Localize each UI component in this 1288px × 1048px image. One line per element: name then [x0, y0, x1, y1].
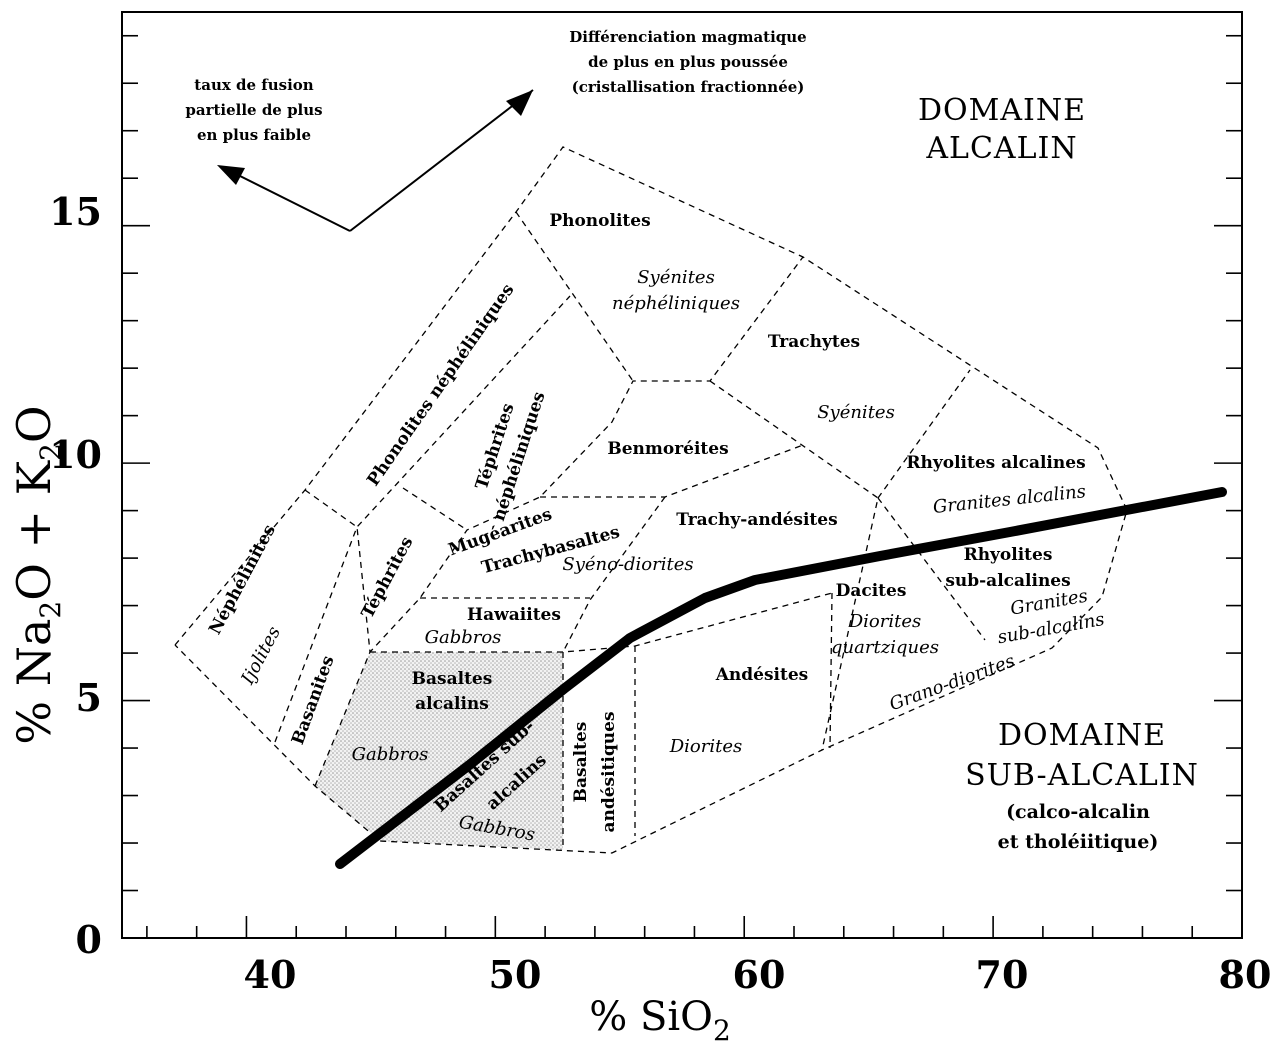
boundary-nephelinites [304, 489, 371, 653]
label-phonolites: Phonolites [549, 211, 650, 231]
y-tick-label: 15 [49, 189, 102, 234]
label-diorites: Diorites [669, 736, 743, 757]
domain-subalkaline-line1: DOMAINE [998, 718, 1166, 753]
x-tick-label: 60 [733, 952, 786, 997]
y-tick-label: 5 [76, 675, 102, 720]
label-tephrites: Téphrites [358, 533, 418, 621]
domain-subalkaline-line3: (calco-alcalin [1006, 801, 1150, 823]
alkaline-subalkaline-divider [335, 487, 1227, 869]
boundary-trachyandesites [562, 496, 666, 653]
label-gabbros-alkaline: Gabbros [352, 744, 429, 765]
label-grano-diorites: Grano-diorites [887, 650, 1018, 715]
label-andesites: Andésites [715, 665, 809, 685]
boundary-tephrites-mid [402, 487, 468, 531]
label-syeno-diorites: Syéno-diorites [562, 554, 693, 575]
label-benmoreites: Benmoréites [607, 439, 728, 459]
y-axis-title: % Na2O + K2O [7, 405, 67, 744]
label-ijolites: Ijolites [237, 623, 285, 689]
label-trachytes: Trachytes [768, 332, 860, 352]
plot-frame [121, 11, 1243, 939]
fusion-arrowhead [217, 165, 245, 185]
label-syenites-nephel-2: néphéliniques [612, 293, 740, 314]
y-tick-label: 0 [76, 917, 102, 962]
label-gabbros-hawaiites: Gabbros [425, 627, 502, 648]
domain-alkaline-line2: ALCALIN [925, 131, 1077, 166]
label-basaltes-alcalins-1: Basaltes [412, 669, 493, 689]
x-tick-label: 70 [976, 952, 1029, 997]
differentiation-note-2: de plus en plus poussée [588, 53, 788, 71]
label-trachy-andesites: Trachy-andésites [676, 510, 837, 530]
label-diorites-quartz-1: Diorites [848, 611, 922, 632]
fusion-note-3: en plus faible [197, 126, 311, 144]
label-nephelinites: Néphélinites [205, 521, 280, 638]
x-tick-label: 50 [489, 952, 542, 997]
label-rhyolites-sub-1: Rhyolites [964, 545, 1053, 565]
label-basaltes-andes-1: Basaltes [571, 722, 591, 803]
label-rhyolites-alcalines: Rhyolites alcalines [906, 453, 1085, 473]
outer-boundary [174, 146, 1128, 854]
boundary-phonolites [515, 211, 634, 382]
x-tick-label: 80 [1219, 952, 1272, 997]
x-axis-title: % SiO2 [589, 994, 731, 1047]
fusion-note-1: taux de fusion [194, 76, 313, 94]
label-rhyolites-sub-2: sub-alcalines [945, 571, 1070, 591]
label-syenites: Syénites [817, 402, 895, 423]
boundary-dacite [829, 592, 833, 749]
boundary-basalts-top [370, 592, 833, 653]
label-basaltes-andes-2: andésitiques [599, 711, 619, 832]
differentiation-note-1: Différenciation magmatique [569, 28, 806, 46]
label-basaltes-alcalins-2: alcalins [415, 694, 489, 714]
y-tick-label: 10 [49, 432, 102, 477]
label-hawaiites: Hawaiites [467, 605, 561, 625]
differentiation-arrowhead [506, 90, 533, 116]
differentiation-arrow [349, 89, 534, 232]
trend-arrows [217, 89, 534, 232]
boundary-syenites [877, 369, 971, 499]
label-syenites-nephel-1: Syénites [637, 267, 715, 288]
domain-subalkaline-line4: et tholéiitique) [998, 831, 1159, 853]
boundary-trachytes [709, 380, 879, 751]
fusion-note-2: partielle de plus [185, 101, 322, 119]
label-diorites-quartz-2: quartziques [831, 637, 939, 658]
label-basanites: Basanites [288, 653, 339, 747]
label-dacites: Dacites [836, 581, 907, 601]
domain-subalkaline-line2: SUB-ALCALIN [965, 758, 1199, 793]
label-granites-alcalins: Granites alcalins [932, 481, 1087, 518]
differentiation-note-3: (cristallisation fractionnée) [572, 78, 805, 96]
boundary-rhyolites [877, 497, 986, 641]
domain-alkaline-line1: DOMAINE [918, 93, 1086, 128]
fusion-arrow [231, 171, 351, 232]
x-tick-label: 40 [244, 952, 297, 997]
boundary-tephrites-right [314, 256, 804, 787]
axis-ticks [122, 34, 1243, 938]
basalt-shaded-area [315, 652, 563, 850]
